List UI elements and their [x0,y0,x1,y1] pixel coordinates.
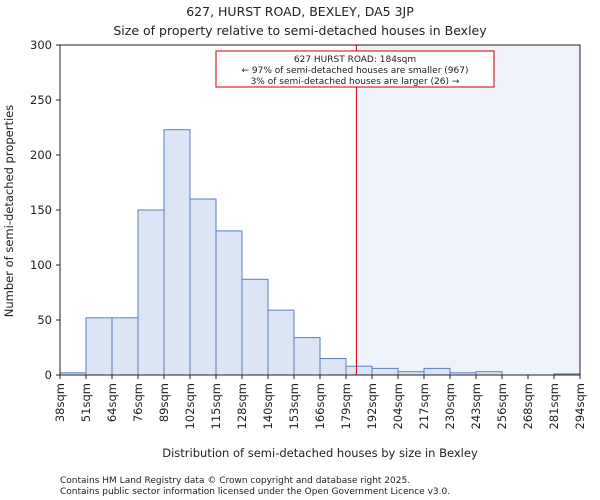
x-tick-label: 140sqm [261,383,275,429]
bar [189,198,217,376]
bar [163,129,191,376]
x-tick-label: 204sqm [391,383,405,429]
highlight-region [356,45,580,375]
x-tick-label: 230sqm [443,383,457,429]
bar [319,358,347,376]
x-tick-label: 51sqm [79,383,93,422]
x-tick-label: 38sqm [53,383,67,422]
x-tick-label: 128sqm [235,383,249,429]
footer-line-2: Contains public sector information licen… [60,487,450,497]
annotation-box [215,50,495,88]
x-tick-label: 76sqm [131,383,145,422]
bar [345,365,373,376]
y-tick-label: 0 [45,368,52,382]
chart-title: 627, HURST ROAD, BEXLEY, DA5 3JP [186,4,414,19]
footer-line-1: Contains HM Land Registry data © Crown c… [60,476,410,486]
bar [293,337,321,376]
bar [371,367,399,376]
bar [267,309,295,376]
x-tick-label: 102sqm [183,383,197,429]
annotation-line-1: 627 HURST ROAD: 184sqm [294,55,416,65]
x-tick-label: 294sqm [573,383,587,429]
x-tick-label: 89sqm [157,383,171,422]
x-tick-label: 153sqm [287,383,301,429]
x-tick-label: 179sqm [339,383,353,429]
bar [137,209,165,376]
annotation-line-2: ← 97% of semi-detached houses are smalle… [242,66,469,76]
bar [85,317,113,376]
bar [423,367,451,376]
x-axis-label: Distribution of semi-detached houses by … [162,446,478,460]
y-tick-label: 150 [30,203,52,217]
x-tick-label: 115sqm [209,383,223,429]
bar [111,317,139,376]
x-tick-label: 192sqm [365,383,379,429]
y-tick-label: 200 [30,148,52,162]
x-tick-label: 217sqm [417,383,431,429]
annotation-line-3: 3% of semi-detached houses are larger (2… [251,77,460,87]
y-tick-label: 100 [30,258,52,272]
x-tick-label: 243sqm [469,383,483,429]
y-axis-label: Number of semi-detached properties [2,105,16,317]
bar [241,278,269,376]
x-tick-label: 256sqm [495,383,509,429]
x-tick-label: 281sqm [547,383,561,429]
y-tick-label: 300 [30,38,52,52]
x-tick-label: 64sqm [105,383,119,422]
y-tick-label: 50 [37,313,52,327]
chart-subtitle: Size of property relative to semi-detach… [113,23,487,38]
x-tick-label: 268sqm [521,383,535,429]
x-tick-label: 166sqm [313,383,327,429]
bar [215,230,243,376]
y-tick-label: 250 [30,93,52,107]
